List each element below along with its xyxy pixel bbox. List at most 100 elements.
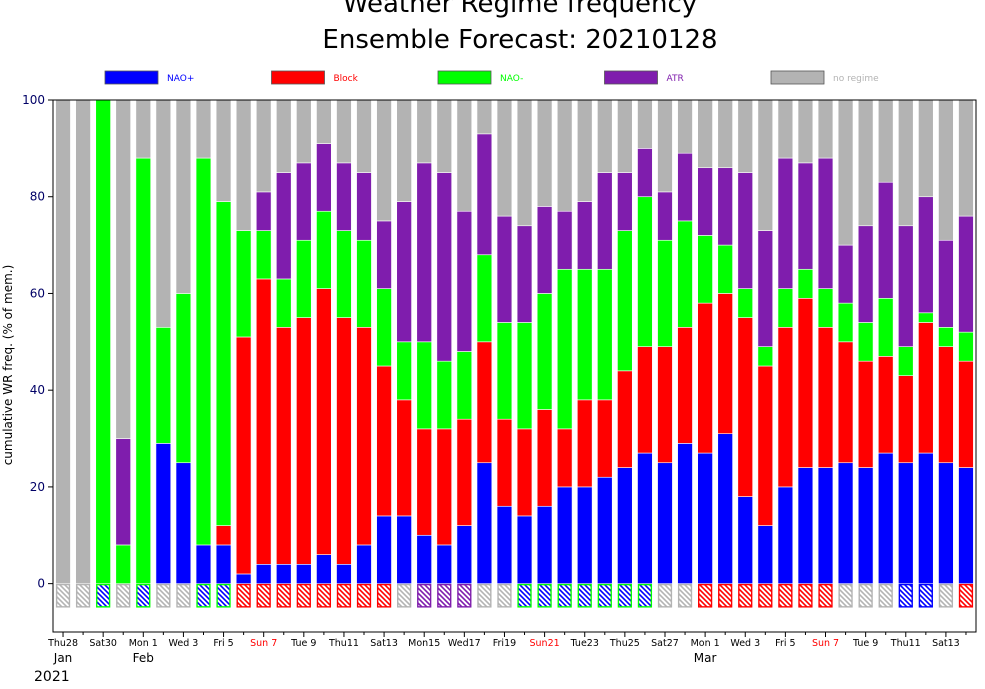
bar-block-2021-03-08 (837, 341, 854, 464)
bar-nao-2021-03-07 (817, 467, 834, 584)
legend-swatch-atr (604, 70, 658, 85)
x-tick-label-sat30-2: Sat30 (89, 638, 117, 649)
bar-nao-2021-02-12 (356, 239, 372, 328)
bar-nao-2021-02-26 (637, 452, 653, 584)
bar-atr-2021-02-28 (677, 152, 693, 222)
bar-nao-2021-02-05 (215, 201, 232, 526)
marker-no-regime-2021-02-19 (497, 583, 512, 608)
marker-no-regime-2021-03-13 (938, 583, 954, 608)
bar-block-2021-02-07 (255, 278, 272, 565)
bar-no-regime-2021-02-11 (336, 99, 352, 164)
y-tick-label-80: 80 (30, 190, 45, 204)
bar-nao-2021-02-20 (516, 322, 533, 430)
marker-block-2021-03-02 (718, 583, 733, 608)
legend-label-nao: NAO+ (167, 74, 194, 84)
bar-block-2021-02-16 (436, 428, 453, 546)
bar-atr-2021-03-09 (857, 225, 874, 323)
year-label: 2021 (34, 669, 70, 685)
bar-atr-2021-03-10 (877, 181, 894, 299)
bar-nao-2021-03-11 (898, 346, 914, 376)
x-tick-label-wed-3-6: Wed 3 (169, 638, 199, 649)
dominant-regime-markers (55, 583, 974, 608)
bar-nao-2021-03-04 (757, 525, 774, 584)
legend-label-nao: NAO- (500, 74, 523, 84)
x-tick-label-mon-1-32: Mon 1 (691, 638, 720, 649)
x-tick-label-wed17-20: Wed17 (448, 638, 481, 649)
bar-no-regime-2021-03-14 (958, 99, 974, 217)
marker-no-regime-2021-02-28 (677, 583, 693, 608)
bar-block-2021-02-11 (336, 317, 352, 565)
bar-no-regime-2021-02-14 (396, 99, 412, 202)
marker-nao-2021-02-25 (617, 583, 632, 608)
bar-nao-2021-02-16 (436, 360, 453, 430)
bar-no-regime-2021-02-05 (215, 99, 232, 202)
bar-nao-2021-03-02 (717, 244, 733, 294)
bar-atr-2021-03-14 (958, 215, 974, 333)
bar-nao-2021-02-06 (235, 230, 252, 338)
bar-nao-2021-02-25 (617, 467, 633, 584)
bar-nao-2021-02-19 (496, 505, 513, 584)
bar-no-regime-2021-02-07 (255, 99, 272, 193)
bar-atr-2021-02-09 (296, 162, 312, 241)
bar-block-2021-02-28 (677, 327, 693, 444)
marker-nao-2021-02-24 (597, 583, 612, 608)
bar-atr-2021-02-27 (657, 191, 673, 241)
bar-nao-2021-02-04 (195, 544, 212, 584)
marker-nao-2021-02-20 (517, 583, 532, 608)
marker-nao-2021-02-26 (637, 583, 653, 608)
bar-nao-2021-02-01 (135, 157, 152, 584)
bar-nao-2021-03-03 (737, 288, 753, 318)
bar-nao-2021-02-21 (536, 505, 553, 584)
x-tick-label-tue23-26: Tue23 (570, 638, 599, 649)
bar-atr-2021-03-06 (797, 162, 814, 270)
x-tick-label-sun-7-10: Sun 7 (250, 638, 277, 649)
bar-block-2021-03-01 (697, 302, 713, 454)
marker-nao-2021-02-22 (557, 583, 572, 608)
y-tick-label-0: 0 (37, 577, 45, 591)
bar-no-regime-2021-02-17 (456, 99, 473, 212)
bar-no-regime-2021-02-02 (155, 99, 172, 328)
bar-nao-2021-01-31 (115, 544, 131, 584)
marker-nao-2021-02-04 (196, 583, 211, 608)
bar-block-2021-02-22 (556, 428, 573, 488)
bar-nao-2021-02-18 (476, 462, 493, 584)
bar-nao-2021-02-02 (155, 443, 172, 584)
bar-nao-2021-03-11 (898, 462, 914, 584)
bar-atr-2021-02-25 (617, 172, 633, 231)
bar-block-2021-03-11 (898, 375, 914, 464)
legend-label-block: Block (334, 74, 359, 84)
bar-nao-2021-02-08 (276, 563, 292, 584)
bar-nao-2021-03-12 (918, 312, 934, 323)
bar-nao-2021-02-15 (416, 534, 432, 584)
bar-block-2021-03-05 (777, 327, 794, 488)
x-tick-label-sat13-44: Sat13 (932, 638, 960, 649)
bar-no-regime-2021-01-29 (75, 99, 91, 584)
bar-no-regime-2021-02-26 (637, 99, 653, 149)
marker-atr-2021-02-16 (437, 583, 452, 608)
bar-nao-2021-02-11 (336, 230, 352, 318)
bar-no-regime-2021-03-12 (918, 99, 934, 198)
bar-atr-2021-02-12 (356, 172, 372, 241)
bar-atr-2021-02-18 (476, 133, 493, 256)
bar-atr-2021-02-17 (456, 210, 473, 352)
bar-no-regime-2021-03-05 (777, 99, 794, 159)
chart-title-line1: Weather Regime frequency (343, 0, 697, 19)
bar-atr-2021-03-04 (757, 230, 774, 347)
bar-block-2021-03-03 (737, 317, 753, 497)
legend-swatch-no-regime (770, 70, 825, 85)
bar-nao-2021-03-06 (797, 467, 814, 584)
y-tick-label-20: 20 (30, 480, 45, 494)
bar-atr-2021-02-26 (637, 148, 653, 198)
bar-nao-2021-03-14 (958, 331, 974, 362)
bar-nao-2021-02-19 (496, 322, 513, 420)
bar-nao-2021-02-25 (617, 230, 633, 372)
legend-swatch-nao (437, 70, 492, 85)
marker-block-2021-03-03 (738, 583, 753, 608)
bar-block-2021-03-06 (797, 297, 814, 468)
bar-nao-2021-02-07 (255, 230, 272, 280)
bar-nao-2021-02-21 (536, 293, 553, 410)
bar-nao-2021-02-09 (296, 563, 312, 584)
bar-no-regime-2021-03-13 (938, 99, 954, 241)
marker-no-regime-2021-01-29 (75, 583, 91, 608)
bar-atr-2021-02-22 (556, 210, 573, 270)
